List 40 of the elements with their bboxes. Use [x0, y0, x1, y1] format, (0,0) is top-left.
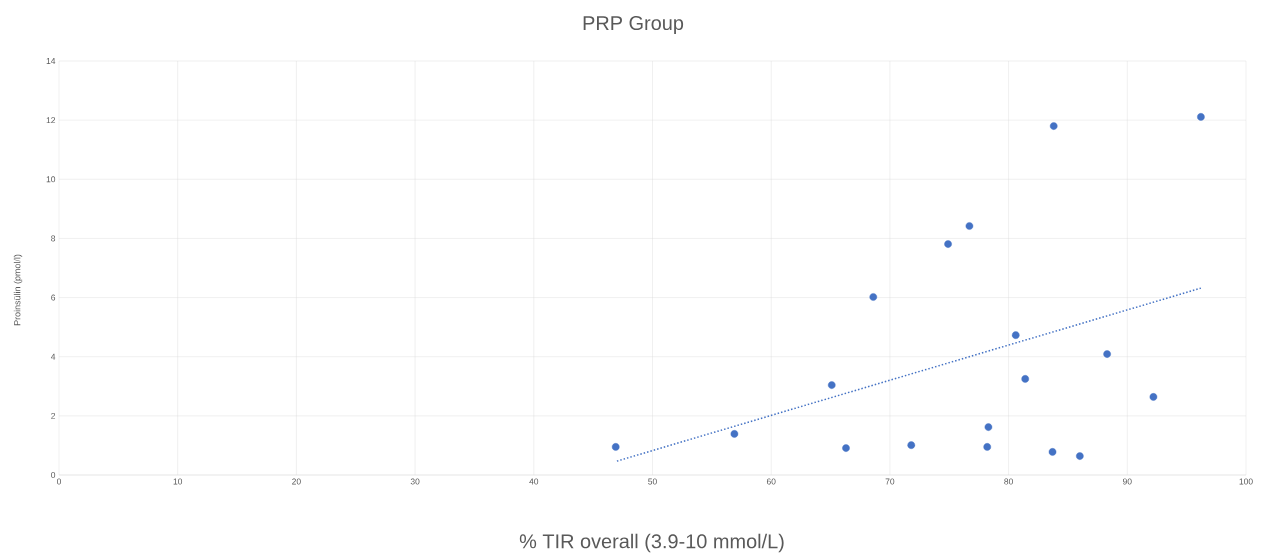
point [1197, 113, 1205, 121]
y-tick-label: 10 [46, 176, 56, 183]
x-tick-label: 100 [1239, 478, 1253, 485]
point [1049, 122, 1058, 130]
x-tick-label: 50 [648, 478, 657, 485]
x-axis-title: % TIR overall (3.9-10 mmol/L) [519, 533, 784, 553]
point [730, 430, 739, 438]
point [983, 443, 992, 451]
x-tick-label: 80 [1004, 478, 1013, 485]
point [869, 293, 878, 301]
y-tick-label: 4 [50, 353, 56, 360]
y-tick-label: 0 [51, 472, 56, 478]
x-tick-label: 60 [766, 478, 776, 485]
point [1149, 393, 1158, 401]
y-tick-label: 6 [51, 294, 56, 301]
y-tick-label: 14 [46, 58, 56, 64]
y-tick-label: 8 [51, 235, 56, 242]
point [1103, 350, 1111, 358]
y-tick-label: 12 [46, 117, 56, 124]
x-tick-label: 0 [56, 478, 62, 485]
x-tick-label: 30 [410, 478, 420, 485]
point [1011, 331, 1020, 339]
chart-title: PRP Group [583, 15, 684, 35]
point [1076, 452, 1084, 460]
x-tick-label: 90 [1122, 478, 1132, 485]
y-tick-label: 2 [51, 412, 56, 419]
point [827, 381, 836, 389]
point [611, 443, 620, 451]
point [907, 441, 916, 449]
y-axis-title: Proinsülin (pmol/l) [13, 254, 23, 326]
x-tick-label: 40 [529, 478, 539, 485]
point [1048, 448, 1057, 456]
point [842, 444, 850, 452]
point [1021, 375, 1030, 383]
x-tick-label: 10 [173, 478, 183, 485]
x-tick-label: 70 [885, 478, 895, 485]
x-tick-label: 20 [292, 478, 301, 485]
point [965, 222, 974, 230]
point [984, 423, 993, 431]
point [944, 240, 952, 248]
